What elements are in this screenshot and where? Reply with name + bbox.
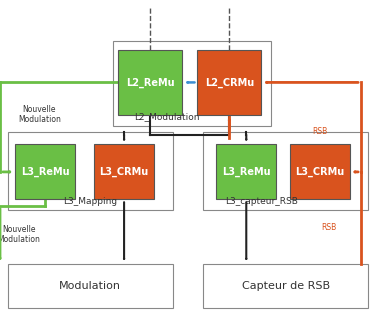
Text: L3_CRMu: L3_CRMu [100,167,149,177]
Text: L2_Modulation: L2_Modulation [135,112,200,121]
Text: Nouvelle
Modulation: Nouvelle Modulation [0,225,40,244]
Bar [290,144,350,199]
Bar [197,50,261,115]
Bar [118,50,182,115]
Bar [94,144,154,199]
Text: L3_ReMu: L3_ReMu [222,167,271,177]
Bar [8,264,173,308]
Text: RSB: RSB [321,223,337,232]
Bar [203,264,368,308]
Text: Nouvelle
Modulation: Nouvelle Modulation [18,105,61,124]
Text: Modulation: Modulation [59,281,121,291]
Text: RSB: RSB [312,127,327,136]
Text: L2_ReMu: L2_ReMu [126,77,175,88]
Bar [8,132,173,210]
Text: L3_ReMu: L3_ReMu [21,167,70,177]
Text: Capteur de RSB: Capteur de RSB [242,281,330,291]
Text: L2_CRMu: L2_CRMu [205,77,254,88]
Bar [216,144,276,199]
Bar [203,132,368,210]
Bar [15,144,75,199]
Bar [113,41,271,126]
Text: L3_Mapping: L3_Mapping [63,197,117,206]
Text: L3_CRMu: L3_CRMu [295,167,344,177]
Text: L3_capteur_RSB: L3_capteur_RSB [225,197,298,206]
